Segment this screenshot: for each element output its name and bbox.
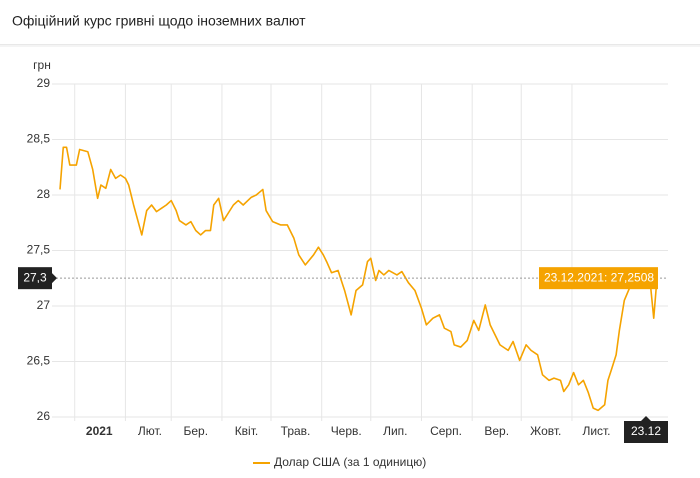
y-tick-label: 27,5 [27, 243, 51, 257]
line-series [59, 146, 658, 412]
y-tick-label: 28,5 [27, 132, 51, 146]
x-tick-label: Трав. [281, 424, 311, 438]
crosshair-y-pointer [52, 273, 57, 284]
y-tick-label: 26,5 [27, 354, 51, 368]
x-tick-label: Черв. [331, 424, 362, 438]
y-tick-label: 29 [37, 76, 51, 90]
x-tick-label: Бер. [183, 424, 208, 438]
x-tick-label: 2021 [86, 424, 113, 438]
tooltip-label: 23.12.2021: 27,2508 [544, 270, 654, 284]
x-tick-label: Лист. [582, 424, 610, 438]
x-tick-label: Квіт. [235, 424, 259, 438]
x-tick-label: Серп. [430, 424, 462, 438]
x-tick-label: Лют. [138, 424, 162, 438]
crosshair-x-label: 23.12 [631, 424, 661, 438]
y-axis-label: грн [33, 58, 51, 72]
x-tick-label: Жовт. [530, 424, 561, 438]
crosshair-y-box [18, 267, 52, 290]
tooltip-box [539, 267, 658, 290]
chart-title: Офіційний курс гривні щодо іноземних вал… [12, 13, 306, 29]
crosshair-x-pointer [641, 416, 651, 421]
y-tick-label: 28 [37, 187, 51, 201]
x-tick-label: Вер. [484, 424, 509, 438]
y-tick-label: 27 [37, 298, 51, 312]
crosshair-x-box [624, 421, 668, 443]
x-tick-label: Лип. [383, 424, 407, 438]
crosshair-y-label: 27,3 [23, 270, 47, 284]
legend-label: Долар США (за 1 одиницю) [274, 455, 426, 469]
y-tick-label: 26 [37, 409, 51, 423]
